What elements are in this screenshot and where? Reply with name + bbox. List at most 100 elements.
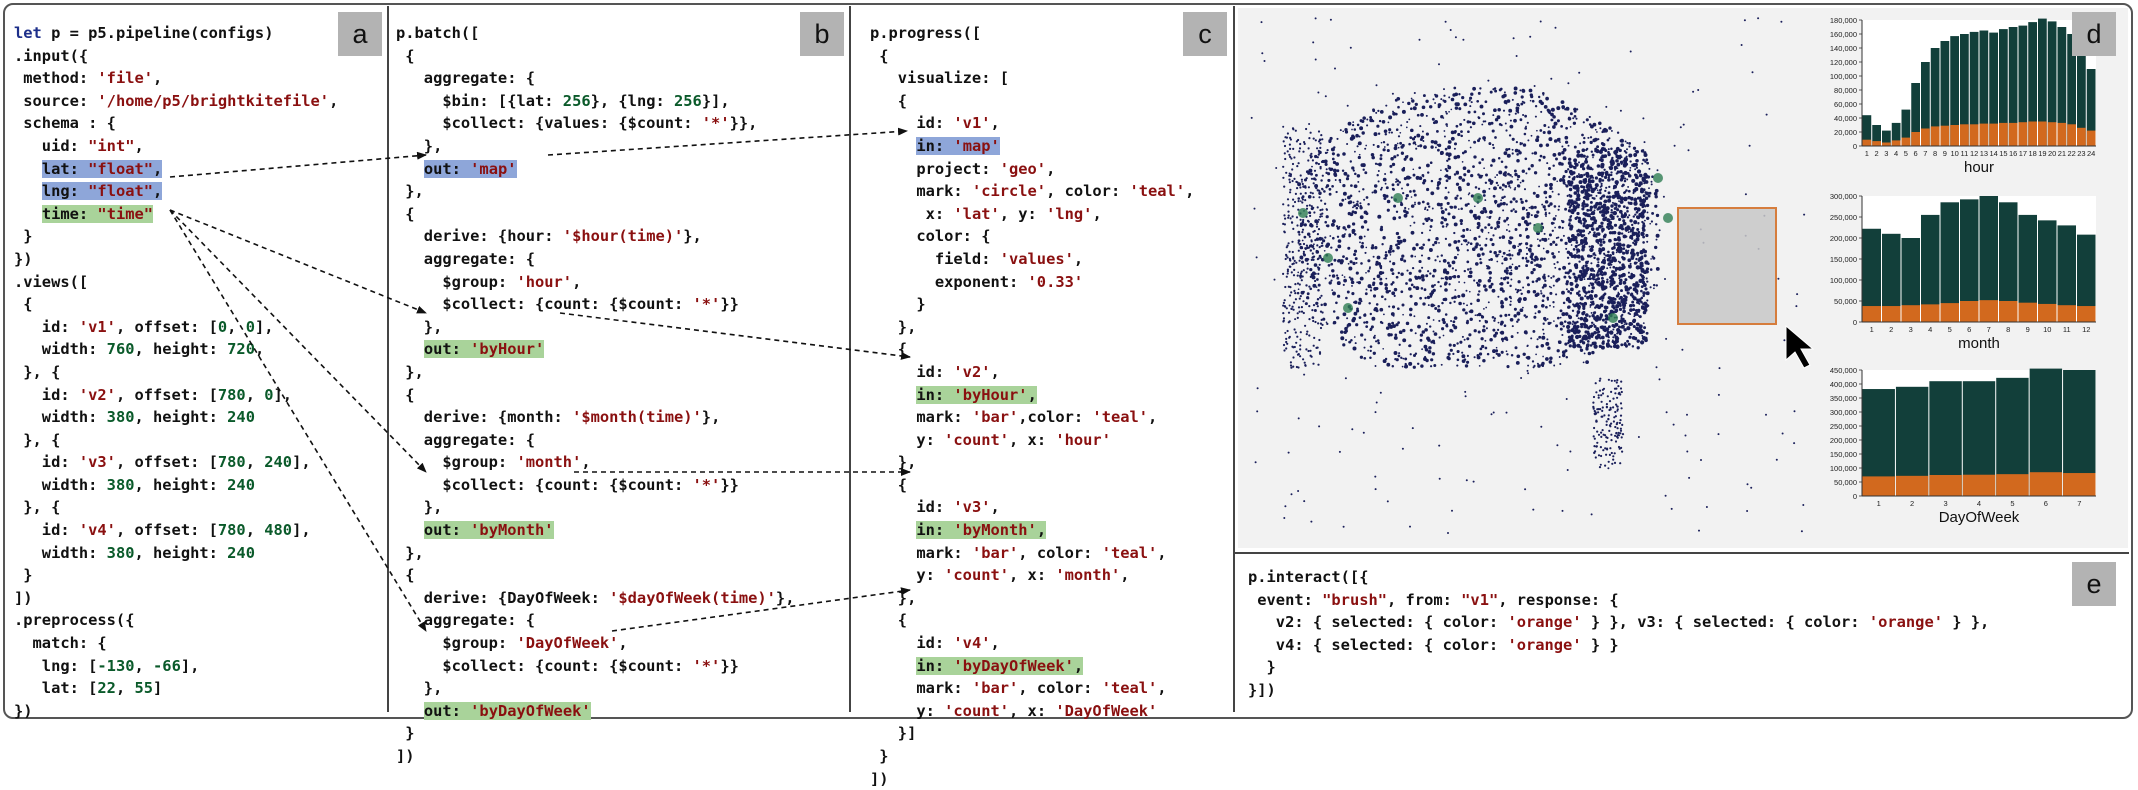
map-point xyxy=(1334,67,1336,70)
bar-selected xyxy=(2063,473,2096,496)
map-point xyxy=(1580,190,1585,194)
map-point xyxy=(1375,303,1379,306)
map-point xyxy=(1284,505,1287,508)
map-point xyxy=(1627,201,1630,204)
map-point xyxy=(1581,201,1586,207)
map-point xyxy=(1570,244,1573,246)
bar-selected xyxy=(1960,301,1979,322)
map-point xyxy=(1388,289,1391,293)
map-point xyxy=(1313,336,1316,339)
map-point xyxy=(1289,217,1292,220)
map-point xyxy=(1282,317,1286,320)
map-point xyxy=(1397,146,1400,149)
map-point xyxy=(1518,297,1522,301)
map-point xyxy=(1430,145,1434,149)
map-point xyxy=(1576,150,1581,154)
map-point xyxy=(1596,441,1599,444)
map-point xyxy=(1372,283,1375,287)
map-point xyxy=(1775,458,1778,461)
map-point xyxy=(1644,338,1648,343)
map-point xyxy=(1600,276,1604,280)
map-point xyxy=(1577,206,1580,209)
bar-selected xyxy=(2038,303,2057,322)
map-point xyxy=(1312,362,1315,365)
map-point xyxy=(1419,296,1422,300)
bar-selected xyxy=(1911,132,1920,146)
map-point xyxy=(1318,338,1321,342)
map-point xyxy=(1547,173,1551,176)
map-point xyxy=(1359,126,1364,131)
map-point xyxy=(1353,300,1358,305)
map-point xyxy=(1613,387,1617,390)
map-point xyxy=(1431,284,1435,288)
map-point xyxy=(1391,249,1395,253)
map-point xyxy=(1601,406,1604,409)
map-point xyxy=(1622,172,1625,175)
map-point xyxy=(1255,256,1258,259)
map-point xyxy=(1616,170,1619,173)
map-point xyxy=(1583,323,1587,327)
map-point xyxy=(1631,251,1634,254)
map-point xyxy=(1552,176,1557,181)
map-point xyxy=(1316,250,1319,253)
bar-selected xyxy=(1862,139,1872,146)
map-point xyxy=(1301,246,1304,250)
map-point xyxy=(1355,203,1359,207)
map-point xyxy=(1330,246,1333,249)
code-token: , color: xyxy=(1018,679,1102,698)
map-point xyxy=(1632,191,1635,195)
map-point xyxy=(1511,148,1514,151)
code-token: project: xyxy=(870,159,1000,178)
map-point xyxy=(1595,391,1598,394)
map-point xyxy=(1391,291,1396,296)
map-point xyxy=(1654,204,1658,208)
map-point xyxy=(1404,197,1408,200)
y-tick-label: 100,000 xyxy=(1830,276,1857,285)
map-point xyxy=(1598,379,1601,382)
map-point xyxy=(1743,19,1746,22)
map-point xyxy=(1555,278,1559,282)
map-point xyxy=(1408,142,1411,146)
map-point xyxy=(1598,283,1602,287)
code-token: id: xyxy=(870,114,954,133)
map-point xyxy=(1601,429,1604,432)
map-point xyxy=(1448,264,1452,268)
map-point xyxy=(1597,411,1600,414)
code-token: 'byDayOfWeek' xyxy=(470,701,591,720)
map-point xyxy=(1437,308,1441,313)
map-point xyxy=(1627,258,1632,263)
map-point xyxy=(1640,187,1644,192)
map-point xyxy=(1514,148,1519,153)
map-point xyxy=(1517,280,1521,284)
map-point xyxy=(1626,210,1629,213)
map-point xyxy=(1544,279,1547,282)
map-point xyxy=(1445,169,1449,173)
map-point xyxy=(1330,167,1334,171)
map-point xyxy=(1362,168,1365,171)
map-point xyxy=(1537,95,1541,99)
map-point xyxy=(1568,344,1572,348)
map-point xyxy=(1385,194,1389,198)
map-point xyxy=(1494,136,1497,139)
map-point xyxy=(1500,350,1504,354)
map-point xyxy=(1514,210,1518,214)
divider-c-d xyxy=(1233,6,1235,712)
x-tick-label: 14 xyxy=(1989,149,1997,158)
map-point xyxy=(1394,333,1398,337)
map-point xyxy=(1397,135,1401,138)
brush-selection[interactable] xyxy=(1677,207,1777,325)
code-token xyxy=(14,205,42,223)
map-point xyxy=(1370,152,1375,157)
map-point xyxy=(1303,142,1306,145)
map-point xyxy=(1292,365,1295,368)
map-point xyxy=(1384,133,1388,136)
map-point xyxy=(1600,431,1603,434)
map-point xyxy=(1419,125,1422,128)
map-point xyxy=(1590,189,1595,194)
bar-selected xyxy=(1940,125,1950,146)
map-view[interactable] xyxy=(1238,8,1818,548)
code-token: visualize: [ xyxy=(870,69,1009,88)
map-point xyxy=(1682,123,1685,126)
map-point xyxy=(1619,247,1623,252)
map-point xyxy=(1628,264,1631,267)
